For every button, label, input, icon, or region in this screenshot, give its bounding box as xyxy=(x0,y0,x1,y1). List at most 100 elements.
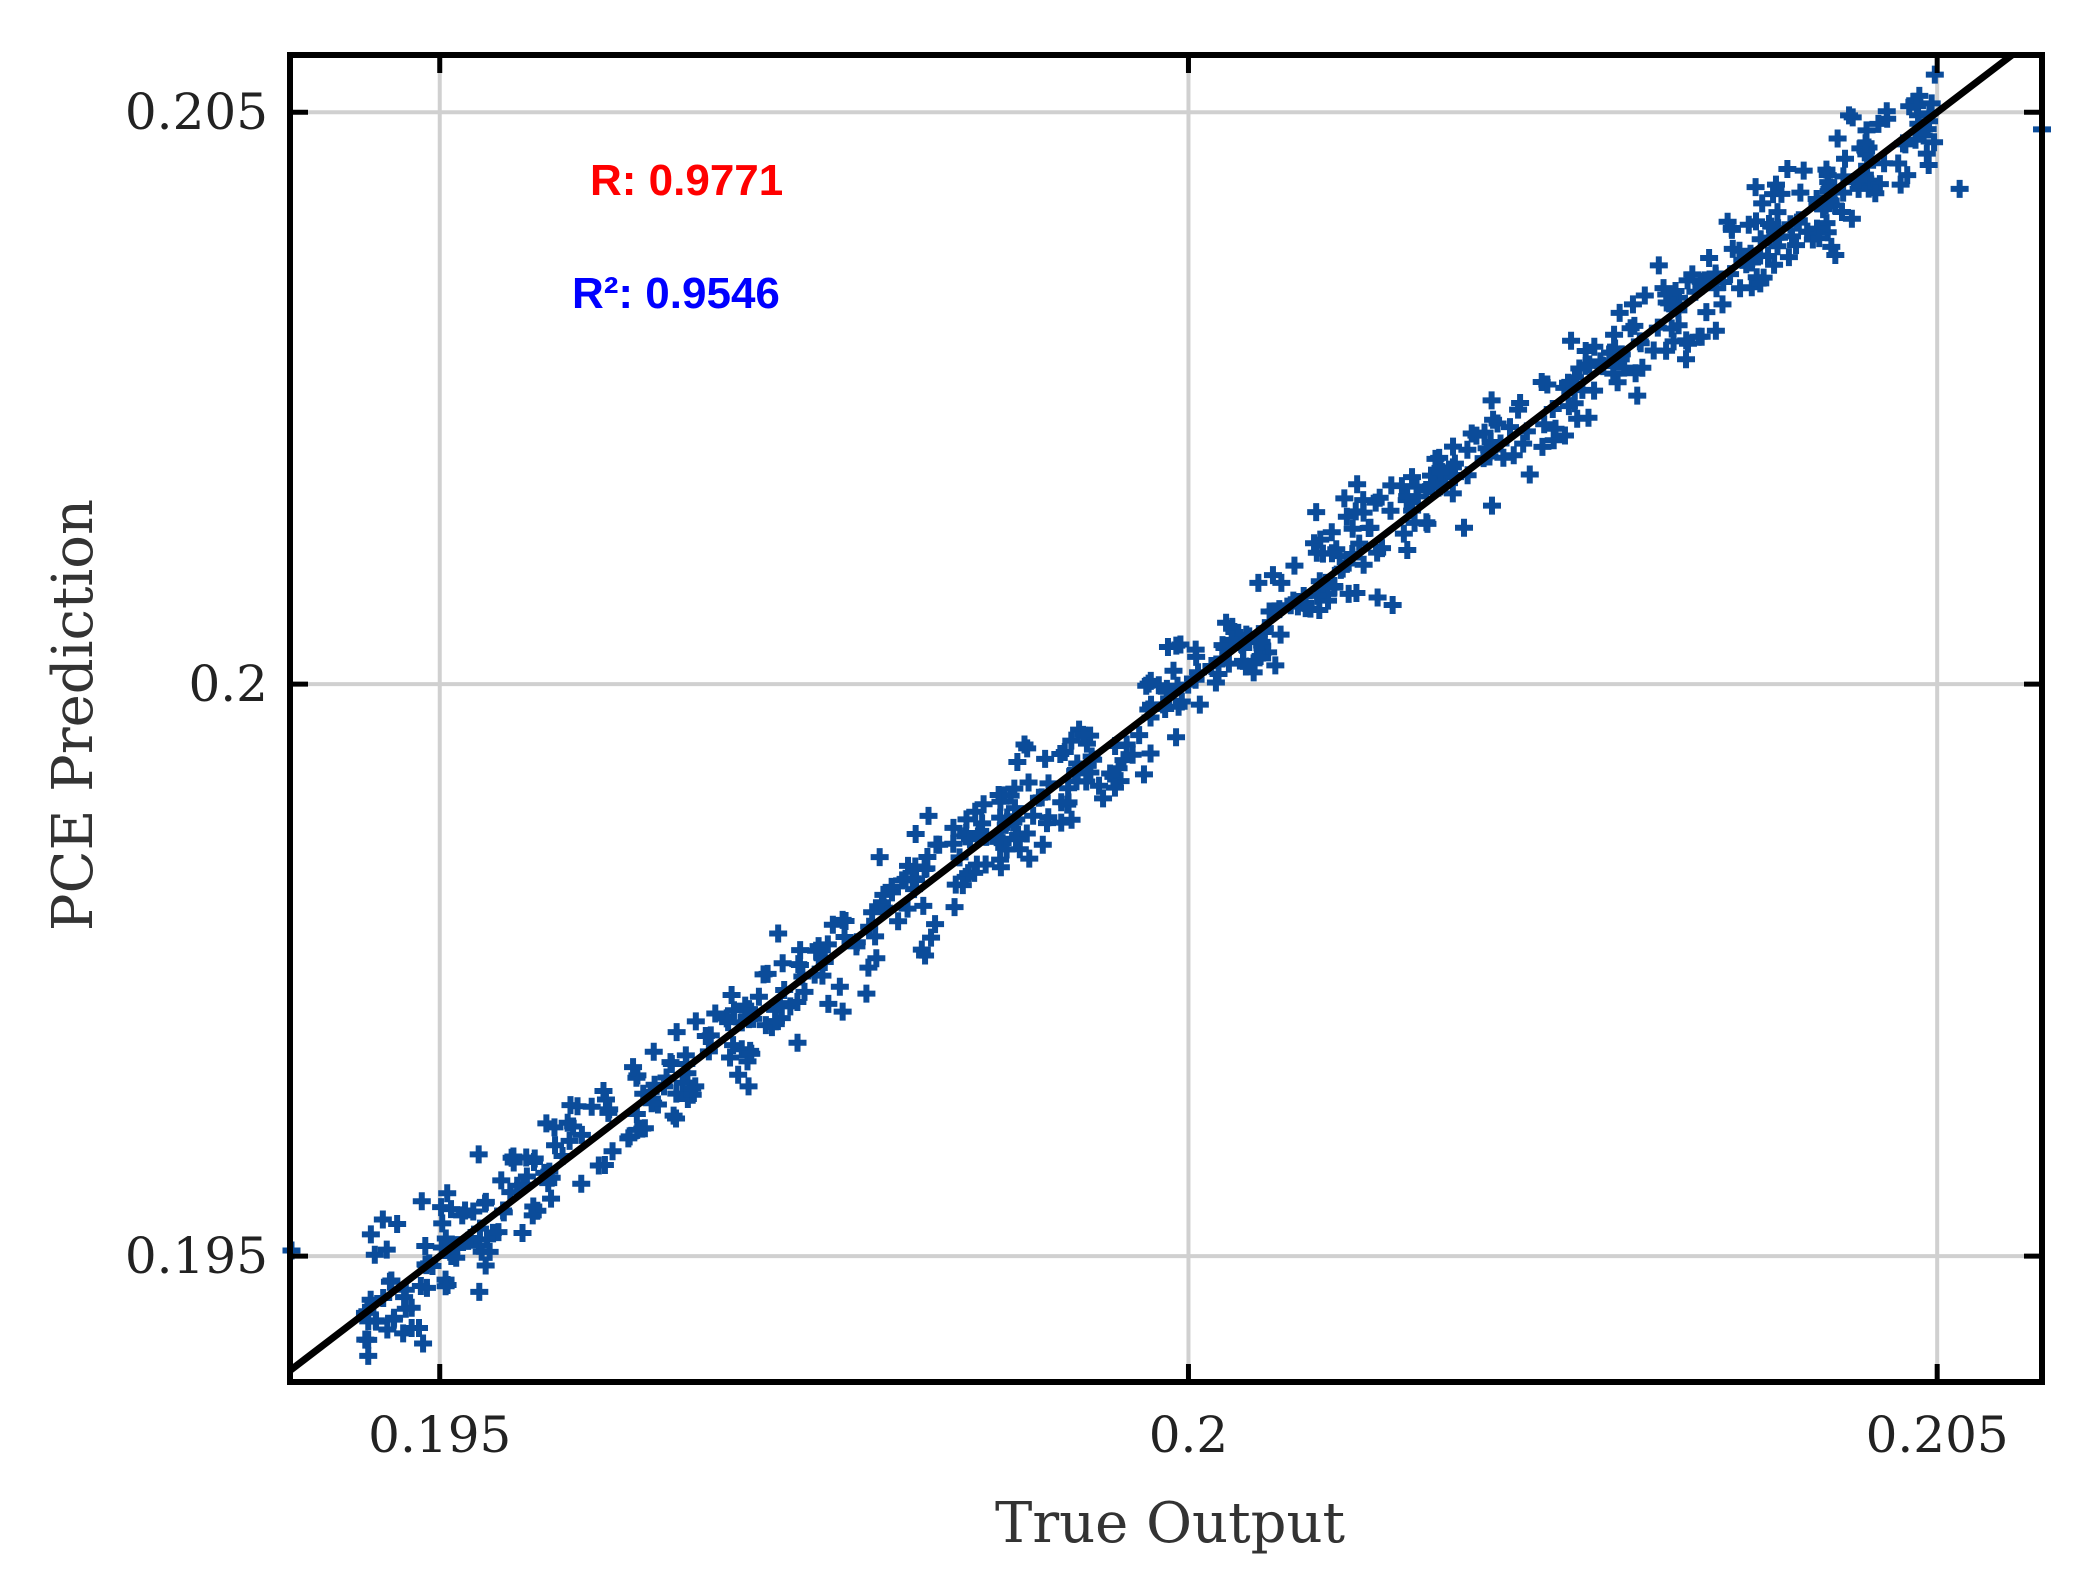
scatter-point xyxy=(1870,175,1889,194)
scatter-point xyxy=(1482,391,1501,410)
scatter-point xyxy=(1271,625,1290,644)
scatter-point xyxy=(1339,584,1358,603)
scatter-point xyxy=(788,993,807,1012)
scatter-point xyxy=(673,1073,692,1092)
x-tick-labels: 0.195 0.2 0.205 xyxy=(368,1406,2009,1464)
scatter-point xyxy=(749,987,768,1006)
scatter-point xyxy=(1266,656,1285,675)
scatter-point xyxy=(624,1058,643,1077)
scatter-point xyxy=(1722,220,1741,239)
scatter-point xyxy=(469,1145,488,1164)
scatter-point xyxy=(456,1201,475,1220)
scatter-point xyxy=(1222,630,1241,649)
scatter-point xyxy=(1555,426,1574,445)
scatter-point xyxy=(1335,489,1354,508)
scatter-point xyxy=(1768,203,1787,222)
scatter-point xyxy=(1186,640,1205,659)
scatter-point xyxy=(1635,286,1654,305)
scatter-point xyxy=(823,915,842,934)
scatter-point xyxy=(945,898,964,917)
scatter-point xyxy=(1123,745,1142,764)
scatter-point xyxy=(974,795,993,814)
scatter-point xyxy=(504,1153,523,1172)
y-axis-title: PCE Prediction xyxy=(41,499,106,931)
scatter-point xyxy=(1759,214,1778,233)
scatter-point xyxy=(356,1330,375,1349)
scatter-point xyxy=(1134,765,1153,784)
scatter-point xyxy=(1164,661,1183,680)
scatter-point xyxy=(818,935,837,954)
scatter-point xyxy=(741,1044,760,1063)
scatter-point xyxy=(866,927,885,946)
scatter-point xyxy=(432,1198,451,1217)
scatter-point xyxy=(991,850,1010,869)
scatter-point xyxy=(1604,364,1623,383)
scatter-point xyxy=(1383,596,1402,615)
scatter-point xyxy=(1794,161,1813,180)
scatter-point xyxy=(889,912,908,931)
scatter-point xyxy=(1840,106,1859,125)
scatter-point xyxy=(1779,248,1798,267)
scatter-point xyxy=(1535,415,1554,434)
scatter-point xyxy=(721,1048,740,1067)
scatter-point xyxy=(1482,496,1501,515)
scatter-point xyxy=(627,1068,646,1087)
scatter-point xyxy=(1623,295,1642,314)
scatter-point xyxy=(1842,209,1861,228)
scatter-point xyxy=(788,1033,807,1052)
scatter-point xyxy=(1455,518,1474,537)
scatter-point xyxy=(874,885,893,904)
scatter-point xyxy=(1731,279,1750,298)
scatter-point xyxy=(1458,440,1477,459)
scatter-point xyxy=(523,1206,542,1225)
scatter-point xyxy=(922,928,941,947)
scatter-point xyxy=(1190,695,1209,714)
scatter-point xyxy=(1020,849,1039,868)
scatter-point xyxy=(722,985,741,1004)
scatter-point xyxy=(1817,160,1836,179)
scatter-point xyxy=(1033,835,1052,854)
scatter-point xyxy=(927,835,946,854)
scatter-point xyxy=(1500,418,1519,437)
scatter-point xyxy=(1877,102,1896,121)
scatter-point xyxy=(795,982,814,1001)
scatter-point xyxy=(1768,237,1787,256)
scatter-point xyxy=(1689,327,1708,346)
scatter-point xyxy=(513,1224,532,1242)
scatter-point xyxy=(1301,599,1320,618)
scatter-point xyxy=(1403,468,1422,487)
scatter-point xyxy=(664,1106,683,1125)
scatter-point xyxy=(470,1282,489,1301)
scatter-point xyxy=(1514,434,1533,453)
scatter-point xyxy=(661,1053,680,1072)
scatter-point xyxy=(819,994,838,1013)
scatter-point xyxy=(1382,476,1401,495)
scatter-point xyxy=(1810,229,1829,248)
scatter-point xyxy=(1520,465,1539,484)
scatter-point xyxy=(1008,752,1027,771)
scatter-point xyxy=(1171,635,1190,654)
scatter-point xyxy=(773,954,792,973)
scatter-point xyxy=(1610,303,1629,322)
scatter-point xyxy=(1565,394,1584,413)
scatter-point xyxy=(365,1245,384,1264)
scatter-point xyxy=(1484,410,1503,429)
scatter-point xyxy=(859,958,878,977)
scatter-point xyxy=(1570,359,1589,378)
scatter-point xyxy=(1394,524,1413,543)
scatter-point xyxy=(1559,373,1578,392)
scatter-point xyxy=(1354,491,1373,510)
scatter-point xyxy=(1925,133,1944,152)
scatter-point xyxy=(1105,778,1124,797)
scatter-point xyxy=(1094,789,1113,808)
scatter-point xyxy=(1285,556,1304,575)
scatter-point xyxy=(411,1277,430,1296)
scatter-point xyxy=(1074,725,1093,744)
scatter-point xyxy=(644,1042,663,1061)
r-annotation: R: 0.9771 xyxy=(590,156,783,205)
scatter-point xyxy=(1649,256,1668,275)
scatter-point xyxy=(1783,227,1802,246)
scatter-point xyxy=(1015,735,1034,754)
scatter-point xyxy=(1101,764,1120,783)
